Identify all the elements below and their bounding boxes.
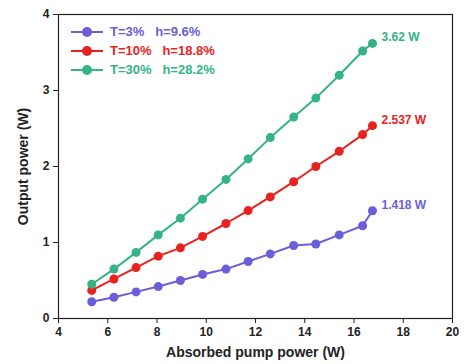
svg-text:12: 12 <box>249 325 263 339</box>
html-text:T=3% h=9.6%: T=3% h=9.6% <box>110 24 201 39</box>
svg-text:2.537 W: 2.537 W <box>381 113 426 127</box>
svg-text:1.418 W: 1.418 W <box>381 198 426 212</box>
svg-text:20: 20 <box>446 325 460 339</box>
svg-text:Output power (W): Output power (W) <box>15 108 31 225</box>
svg-text:3: 3 <box>43 83 50 97</box>
html-text:T=30% h=28.2%: T=30% h=28.2% <box>110 62 215 77</box>
svg-text:2: 2 <box>43 159 50 173</box>
svg-text:16: 16 <box>347 325 361 339</box>
svg-text:8: 8 <box>154 325 161 339</box>
svg-text:4: 4 <box>43 7 50 21</box>
svg-text:14: 14 <box>298 325 312 339</box>
svg-text:0: 0 <box>43 311 50 325</box>
svg-text:1: 1 <box>43 235 50 249</box>
svg-text:6: 6 <box>104 325 111 339</box>
svg-text:10: 10 <box>200 325 214 339</box>
svg-text:3.62 W: 3.62 W <box>381 30 420 44</box>
svg-text:4: 4 <box>55 325 62 339</box>
svg-text:Absorbed pump power (W): Absorbed pump power (W) <box>166 344 345 360</box>
svg-text:18: 18 <box>397 325 411 339</box>
html-text:T=10% h=18.8%: T=10% h=18.8% <box>110 43 215 58</box>
